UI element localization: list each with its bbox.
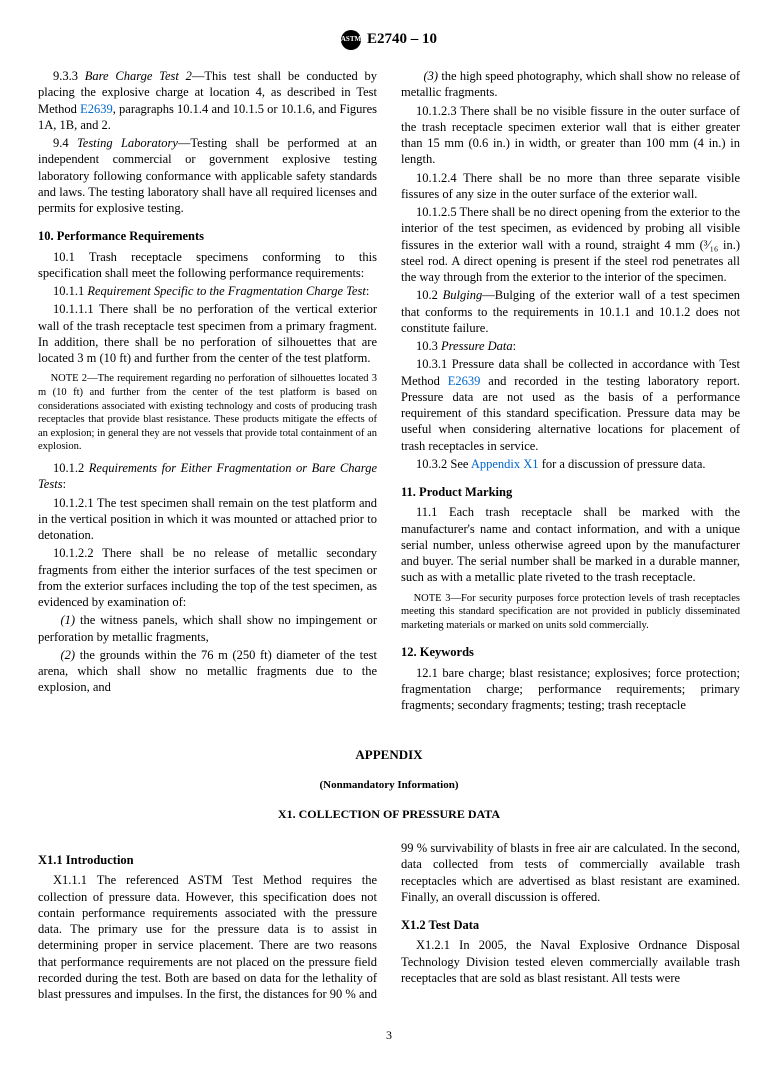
para-9-3-3: 9.3.3 Bare Charge Test 2—This test shall… bbox=[38, 68, 377, 133]
section-12-title: 12. Keywords bbox=[401, 644, 740, 660]
page-number: 3 bbox=[38, 1028, 740, 1044]
para-10-1-2-4: 10.1.2.4 There shall be no more than thr… bbox=[401, 170, 740, 203]
ref-link[interactable]: E2639 bbox=[448, 374, 481, 388]
x1-1-title: X1.1 Introduction bbox=[38, 852, 377, 868]
sub-2: (2) the grounds within the 76 m (250 ft)… bbox=[38, 647, 377, 696]
ref-link[interactable]: E2639 bbox=[80, 102, 113, 116]
para-10-1-2-3: 10.1.2.3 There shall be no visible fissu… bbox=[401, 103, 740, 168]
para-10-1: 10.1 Trash receptacle specimens conformi… bbox=[38, 249, 377, 282]
para-10-3-2: 10.3.2 See Appendix X1 for a discussion … bbox=[401, 456, 740, 472]
para-10-3: 10.3 Pressure Data: bbox=[401, 338, 740, 354]
x1-2-title: X1.2 Test Data bbox=[401, 917, 740, 933]
astm-logo-icon: ASTM bbox=[341, 30, 361, 50]
note-2: NOTE 2—The requirement regarding no perf… bbox=[38, 372, 377, 454]
para-11-1: 11.1 Each trash receptacle shall be mark… bbox=[401, 504, 740, 585]
para-10-1-2: 10.1.2 Requirements for Either Fragmenta… bbox=[38, 460, 377, 493]
para-10-1-1: 10.1.1 Requirement Specific to the Fragm… bbox=[38, 283, 377, 299]
para-10-1-1-1: 10.1.1.1 There shall be no perforation o… bbox=[38, 301, 377, 366]
sub-1: (1) the witness panels, which shall show… bbox=[38, 612, 377, 645]
appendix-subtitle: (Nonmandatory Information) bbox=[38, 778, 740, 792]
main-content: 9.3.3 Bare Charge Test 2—This test shall… bbox=[38, 68, 740, 713]
appendix-content: X1.1 Introduction X1.1.1 The referenced … bbox=[38, 840, 740, 1002]
appendix-section-title: X1. COLLECTION OF PRESSURE DATA bbox=[38, 807, 740, 823]
para-9-4: 9.4 Testing Laboratory—Testing shall be … bbox=[38, 135, 377, 216]
section-11-title: 11. Product Marking bbox=[401, 484, 740, 500]
para-10-3-1: 10.3.1 Pressure data shall be collected … bbox=[401, 356, 740, 454]
para-10-1-2-1: 10.1.2.1 The test specimen shall remain … bbox=[38, 495, 377, 544]
para-10-1-2-5: 10.1.2.5 There shall be no direct openin… bbox=[401, 204, 740, 285]
para-x1-2-1: X1.2.1 In 2005, the Naval Explosive Ordn… bbox=[401, 937, 740, 986]
standard-number: E2740 – 10 bbox=[367, 30, 437, 50]
document-header: ASTM E2740 – 10 bbox=[38, 30, 740, 50]
para-12-1: 12.1 bare charge; blast resistance; expl… bbox=[401, 665, 740, 714]
para-10-1-2-2: 10.1.2.2 There shall be no release of me… bbox=[38, 545, 377, 610]
sub-3: (3) the high speed photography, which sh… bbox=[401, 68, 740, 101]
para-10-2: 10.2 Bulging—Bulging of the exterior wal… bbox=[401, 287, 740, 336]
appendix-title: APPENDIX bbox=[38, 747, 740, 764]
note-3: NOTE 3—For security purposes force prote… bbox=[401, 592, 740, 633]
section-10-title: 10. Performance Requirements bbox=[38, 228, 377, 244]
ref-link[interactable]: Appendix X1 bbox=[471, 457, 539, 471]
appendix-header: APPENDIX (Nonmandatory Information) X1. … bbox=[38, 747, 740, 822]
